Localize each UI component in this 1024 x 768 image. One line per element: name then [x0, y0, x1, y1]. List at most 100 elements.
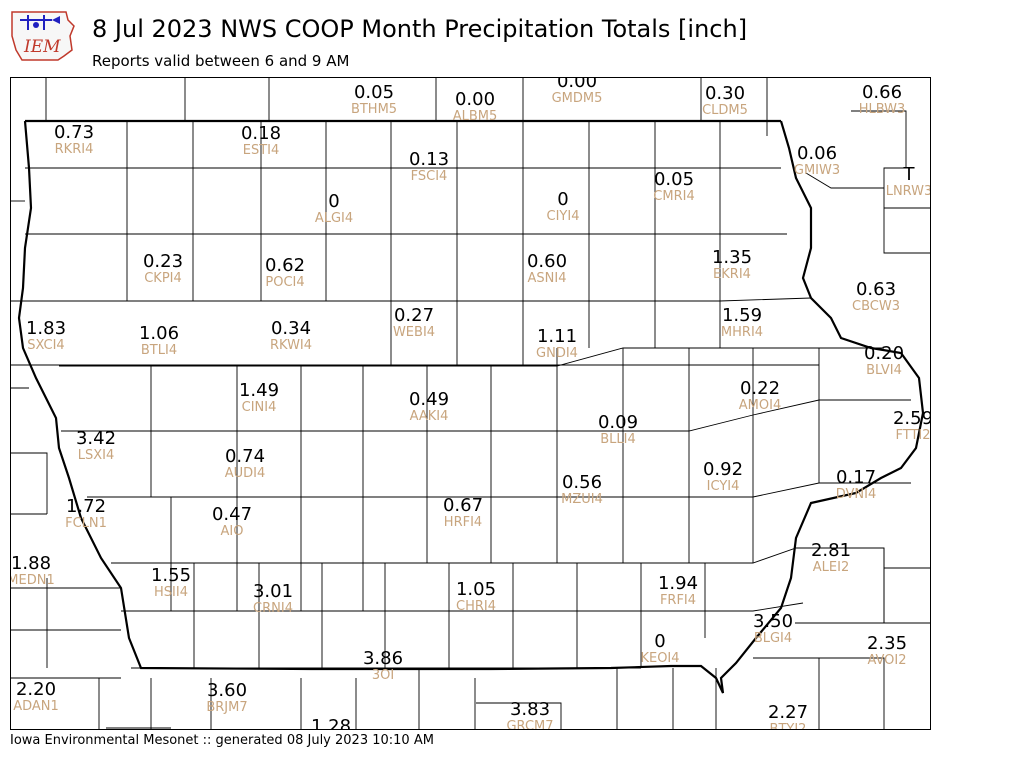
station-id: SXCI4	[27, 338, 65, 353]
station-id: ASNI4	[527, 271, 567, 286]
precip-value: 2.35	[866, 633, 908, 654]
station-id: FSCI4	[410, 169, 448, 184]
precip-value: 0.49	[408, 389, 450, 410]
station-label: 0.62 POCI4	[265, 257, 305, 290]
station-label: 0.73 RKRI4	[54, 124, 94, 157]
station-label: 0.34 RKWI4	[269, 320, 313, 353]
station-id: WEBI4	[392, 325, 436, 340]
iem-logo: IEM	[8, 6, 80, 62]
precip-value: 0.74	[224, 446, 266, 467]
precip-value: 0.60	[526, 251, 568, 272]
station-id: ALEI2	[812, 560, 850, 575]
station-id: GRCM7	[506, 719, 554, 730]
station-label: 0.20 BLVI4	[863, 343, 905, 378]
precip-value: 1.35	[711, 247, 753, 268]
precip-value: 1.94	[657, 573, 699, 594]
precip-value: 0.05	[653, 169, 695, 190]
station-label: 0.05 BTHM5	[350, 82, 398, 117]
station-label: 0.63 CBCW3	[852, 279, 900, 314]
station-label: 0.06 GMIW3	[794, 145, 840, 178]
station-label: 0.09 BLLI4	[597, 412, 639, 447]
precip-value: 0.17	[835, 467, 877, 488]
station-id: CINI4	[241, 400, 277, 415]
station-label: 1.06 BTLI4	[139, 325, 179, 358]
station-label: 0.56 MZUI4	[561, 472, 603, 507]
precip-value: 0.66	[861, 82, 903, 103]
precip-value: 0.23	[142, 251, 184, 272]
station-id: GNDI4	[536, 346, 578, 361]
station-label: 1.05 CHRI4	[455, 581, 496, 614]
station-id: HRFI4	[443, 515, 483, 530]
station-label: 3.86 3OI	[363, 650, 403, 683]
station-label: 0.74 AUDI4	[224, 446, 266, 481]
station-id: MEDN1	[10, 573, 55, 588]
station-id: BTYI2	[769, 722, 807, 730]
station-label: 1.94 FRFI4	[657, 573, 699, 608]
precip-value: 0	[557, 189, 569, 210]
station-label: 0.00 GMDM5	[551, 78, 603, 106]
station-id: CBCW3	[852, 299, 900, 314]
station-label: 2.81 ALEI2	[811, 542, 851, 575]
station-label: 0 ALGI4	[314, 193, 354, 226]
precip-value: 3.50	[752, 611, 794, 632]
station-id: ESTI4	[242, 143, 280, 158]
station-label: 0.67 HRFI4	[442, 495, 484, 530]
logo-text: IEM	[23, 37, 61, 57]
precip-value: T	[903, 164, 915, 185]
station-id: GMDM5	[551, 91, 603, 106]
precip-value: 0	[654, 631, 666, 652]
station-id: MZUI4	[561, 492, 603, 507]
station-id: AAKI4	[409, 409, 449, 424]
precip-value: 0.56	[561, 472, 603, 493]
station-id: RKWI4	[269, 338, 313, 353]
precip-value: 1.59	[721, 305, 763, 326]
station-label: 0.92 ICYI4	[702, 459, 744, 494]
station-label: 1.11 GNDI4	[536, 328, 578, 361]
precip-value: 1.55	[150, 565, 192, 586]
station-id: CHRI4	[455, 599, 496, 614]
precip-value: 0.67	[442, 495, 484, 516]
station-label: 0.13 FSCI4	[408, 149, 450, 184]
precip-value: 0.13	[408, 149, 450, 170]
precip-value: 3.60	[206, 680, 248, 701]
station-label: 1.49 CINI4	[239, 382, 279, 415]
station-label: 0.18 ESTI4	[240, 123, 282, 158]
station-label: 0.30 CLDM5	[702, 85, 748, 118]
footer-credit: Iowa Environmental Mesonet :: generated …	[10, 733, 434, 748]
precip-value: 0.63	[855, 279, 897, 300]
precip-value: 2.59	[892, 408, 931, 429]
station-id: BRJM7	[206, 700, 248, 715]
station-id: HSII4	[154, 585, 188, 600]
precip-value: 0.18	[240, 123, 282, 144]
precip-value: 0.20	[863, 343, 905, 364]
map-subtitle: Reports valid between 6 and 9 AM	[92, 52, 350, 70]
station-id: HLBW3	[858, 102, 906, 117]
station-label: 0.49 AAKI4	[408, 389, 450, 424]
precip-value: 1.88	[10, 553, 52, 574]
station-id: AIO	[220, 524, 244, 539]
station-id: ALGI4	[314, 211, 354, 226]
station-id: EKRI4	[713, 267, 751, 282]
precip-value: 0.27	[393, 305, 435, 326]
station-label: 0.22 AMOI4	[738, 380, 782, 413]
station-label: 2.35 AVOI2	[866, 633, 908, 668]
station-id: ADAN1	[13, 699, 59, 714]
station-id: 3OI	[371, 668, 395, 683]
station-label: T LNRW3	[886, 164, 930, 199]
station-id: BTHM5	[350, 102, 398, 117]
station-label: 3.60 BRJM7	[206, 680, 248, 715]
station-label: 0.27 WEBI4	[392, 305, 436, 340]
station-label: 2.20 ADAN1	[13, 681, 59, 714]
station-id: ICYI4	[706, 479, 740, 494]
county-boundaries	[11, 78, 930, 729]
precip-value: 3.01	[252, 581, 294, 602]
precip-value: 0.92	[702, 459, 744, 480]
station-id: AVOI2	[867, 653, 907, 668]
precip-value: 0.05	[353, 82, 395, 103]
station-id: DVNI4	[835, 487, 877, 502]
station-id: AMOI4	[738, 398, 782, 413]
precip-value: 0.09	[597, 412, 639, 433]
station-label: 0 CIYI4	[547, 189, 580, 224]
station-label: 1.88 MEDN1	[10, 553, 55, 588]
precip-value: 1.72	[65, 496, 107, 517]
